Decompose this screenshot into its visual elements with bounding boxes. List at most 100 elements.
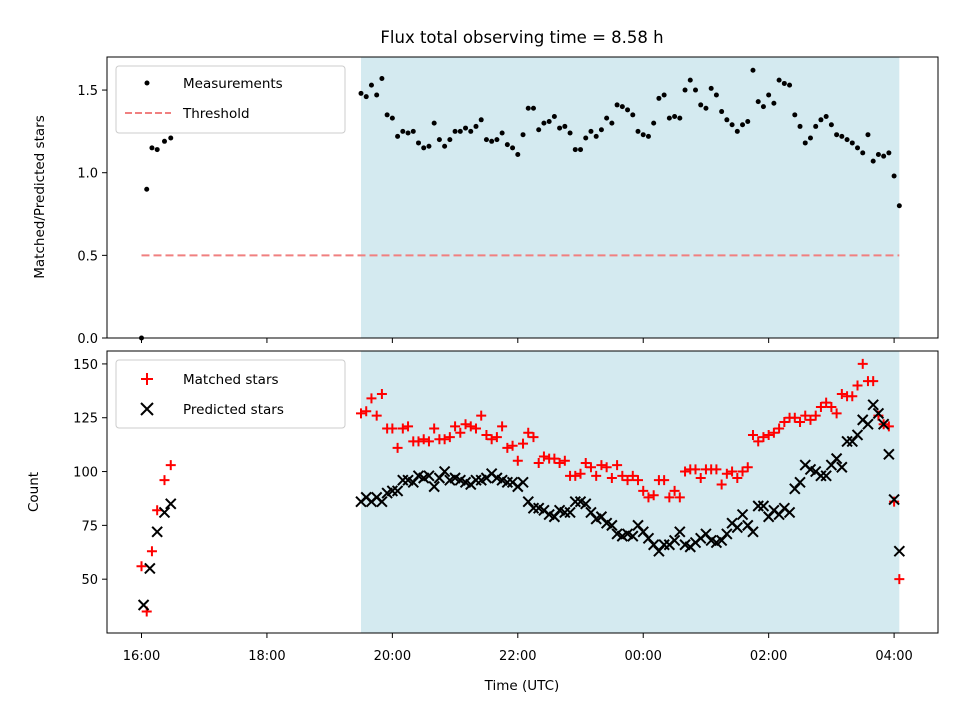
predicted-star-point bbox=[668, 534, 681, 547]
matched-star-point bbox=[753, 436, 764, 447]
measurement-point bbox=[896, 203, 902, 209]
measurement-point bbox=[781, 80, 787, 86]
matched-star-point bbox=[596, 460, 607, 471]
measurement-point bbox=[144, 186, 150, 192]
measurement-point bbox=[703, 105, 709, 111]
measurement-point bbox=[787, 82, 793, 88]
matched-star-point bbox=[617, 470, 628, 481]
measurement-point bbox=[389, 115, 395, 121]
measurement-point bbox=[729, 122, 735, 128]
matched-star-point bbox=[418, 434, 429, 445]
matched-star-point bbox=[716, 479, 727, 490]
matched-star-point bbox=[371, 410, 382, 421]
matched-star-point bbox=[894, 574, 905, 585]
bottom-panel: 16:00 18:00 20:00 22:00 00:00 02:00 04:00 50 75 1… bbox=[26, 350, 939, 694]
measurement-point bbox=[891, 173, 897, 179]
measurement-point bbox=[400, 128, 406, 134]
predicted-star-point bbox=[470, 474, 482, 486]
measurement-point bbox=[828, 122, 834, 128]
matched-star-point bbox=[643, 492, 654, 503]
measurement-point bbox=[583, 135, 589, 141]
legend-predicted-label: Predicted stars bbox=[183, 402, 284, 418]
matched-star-point bbox=[486, 434, 497, 445]
measurement-point bbox=[463, 125, 469, 131]
predicted-star-point bbox=[721, 528, 733, 540]
measurement-point bbox=[473, 123, 479, 129]
predicted-star-point bbox=[820, 470, 832, 482]
x-tick-label: 00:00 bbox=[624, 649, 661, 664]
matched-star-point bbox=[376, 389, 387, 400]
matched-star-point bbox=[392, 442, 403, 453]
matched-star-point bbox=[810, 410, 821, 421]
measurement-point bbox=[457, 128, 463, 134]
top-panel: 0.0 0.5 1.0 1.5 Matched/Predicted stars Mea… bbox=[32, 56, 939, 347]
matched-star-point bbox=[444, 432, 455, 443]
predicted-star-point bbox=[564, 506, 576, 519]
bottom-y-tick-label: 75 bbox=[81, 519, 98, 534]
predicted-star-point bbox=[783, 506, 796, 519]
matched-star-point bbox=[439, 434, 450, 445]
measurement-point bbox=[452, 128, 458, 134]
measurement-point bbox=[541, 120, 547, 126]
measurement-point bbox=[363, 94, 369, 100]
predicted-star-point bbox=[851, 429, 864, 441]
matched-star-point bbox=[638, 485, 649, 496]
measurement-point bbox=[504, 142, 510, 148]
matched-star-point bbox=[429, 423, 440, 434]
matched-star-point bbox=[450, 421, 461, 432]
matched-star-point bbox=[711, 464, 722, 475]
measurement-point bbox=[844, 137, 850, 143]
matched-star-point bbox=[523, 427, 534, 438]
x-tick-label: 04:00 bbox=[875, 649, 912, 664]
matched-star-point bbox=[690, 464, 701, 475]
matched-star-point bbox=[795, 417, 806, 428]
measurement-point bbox=[405, 130, 411, 136]
bottom-y-tick-label: 125 bbox=[73, 412, 98, 427]
measurement-point bbox=[530, 105, 536, 111]
matched-star-point bbox=[627, 470, 638, 481]
measurement-point bbox=[415, 140, 421, 146]
matched-star-point bbox=[491, 432, 502, 443]
matched-star-point bbox=[659, 475, 670, 486]
measurement-point bbox=[436, 137, 442, 143]
measurement-point bbox=[572, 147, 578, 153]
matched-star-point bbox=[826, 401, 837, 412]
matched-star-point bbox=[512, 455, 523, 466]
matched-star-point bbox=[868, 376, 879, 387]
matched-star-point bbox=[669, 485, 680, 496]
predicted-star-point bbox=[606, 519, 618, 532]
predicted-star-point bbox=[736, 508, 749, 521]
x-tick-label: 22:00 bbox=[499, 649, 536, 664]
measurement-point bbox=[687, 77, 693, 83]
measurement-point bbox=[677, 115, 683, 121]
matched-star-point bbox=[737, 466, 748, 477]
measurement-point bbox=[661, 92, 667, 98]
matched-star-point bbox=[606, 473, 617, 484]
predicted-star-point bbox=[862, 418, 874, 430]
top-axes-frame bbox=[106, 56, 939, 339]
matched-star-point bbox=[721, 468, 732, 479]
matched-star-point bbox=[852, 380, 863, 391]
measurement-point bbox=[640, 132, 646, 138]
measurement-point bbox=[384, 112, 390, 118]
matched-star-point bbox=[805, 414, 816, 425]
measurement-point bbox=[672, 114, 678, 120]
predicted-star-point bbox=[867, 399, 879, 411]
measurement-point bbox=[886, 150, 892, 156]
measurement-point bbox=[431, 120, 437, 126]
matched-star-point bbox=[821, 397, 832, 408]
predicted-star-point bbox=[517, 476, 529, 489]
measurement-point bbox=[598, 127, 604, 133]
bottom-axis-ticks: 16:00 18:00 20:00 22:00 00:00 02:00 04:00 50 75 1… bbox=[73, 358, 913, 664]
matched-star-point bbox=[507, 440, 518, 451]
matched-star-point bbox=[742, 462, 753, 473]
measurement-point bbox=[478, 117, 484, 123]
matched-star-point bbox=[774, 423, 785, 434]
matched-star-point bbox=[847, 391, 858, 402]
measurement-point bbox=[818, 117, 824, 123]
predicted-star-point bbox=[397, 474, 409, 486]
matched-star-point bbox=[585, 462, 596, 473]
predicted-star-point bbox=[893, 545, 906, 557]
predicted-star-point bbox=[841, 435, 853, 448]
measurement-point bbox=[368, 82, 374, 88]
